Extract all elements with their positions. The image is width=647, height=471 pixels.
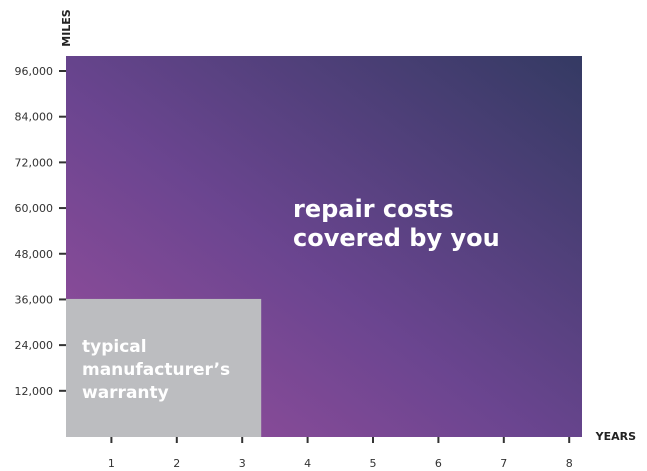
y-tick-label: 48,000: [15, 248, 54, 261]
x-axis-title: YEARS: [595, 430, 636, 443]
y-tick-label: 24,000: [15, 339, 54, 352]
y-tick-label: 36,000: [15, 293, 54, 306]
warranty-label: typical manufacturer’s warranty: [82, 337, 230, 403]
repair-costs-label: repair costs covered by you: [293, 195, 500, 252]
y-tick-label: 96,000: [15, 65, 54, 78]
region-label-line: manufacturer’s: [82, 360, 230, 380]
x-axis: 1 2 3 4 5 6 7 8: [108, 437, 573, 470]
x-tick-label: 4: [304, 457, 311, 470]
x-tick-label: 2: [173, 457, 180, 470]
x-tick-label: 1: [108, 457, 115, 470]
y-tick-label: 72,000: [15, 156, 54, 169]
y-axis: 12,000 24,000 36,000 48,000 60,000 72,000 84,0…: [15, 65, 66, 398]
region-label-line: covered by you: [293, 224, 500, 252]
x-tick-label: 5: [370, 457, 377, 470]
x-tick-label: 7: [500, 457, 507, 470]
region-label-line: warranty: [82, 383, 169, 403]
x-tick-label: 6: [435, 457, 442, 470]
warranty-region: [66, 298, 262, 437]
y-tick-label: 12,000: [15, 385, 54, 398]
x-tick-label: 8: [566, 457, 573, 470]
y-axis-title: MILES: [60, 9, 73, 47]
y-tick-label: 84,000: [15, 111, 54, 124]
y-tick-label: 60,000: [15, 202, 54, 215]
x-tick-label: 3: [239, 457, 246, 470]
region-label-line: typical: [82, 337, 147, 357]
region-label-line: repair costs: [293, 195, 454, 223]
